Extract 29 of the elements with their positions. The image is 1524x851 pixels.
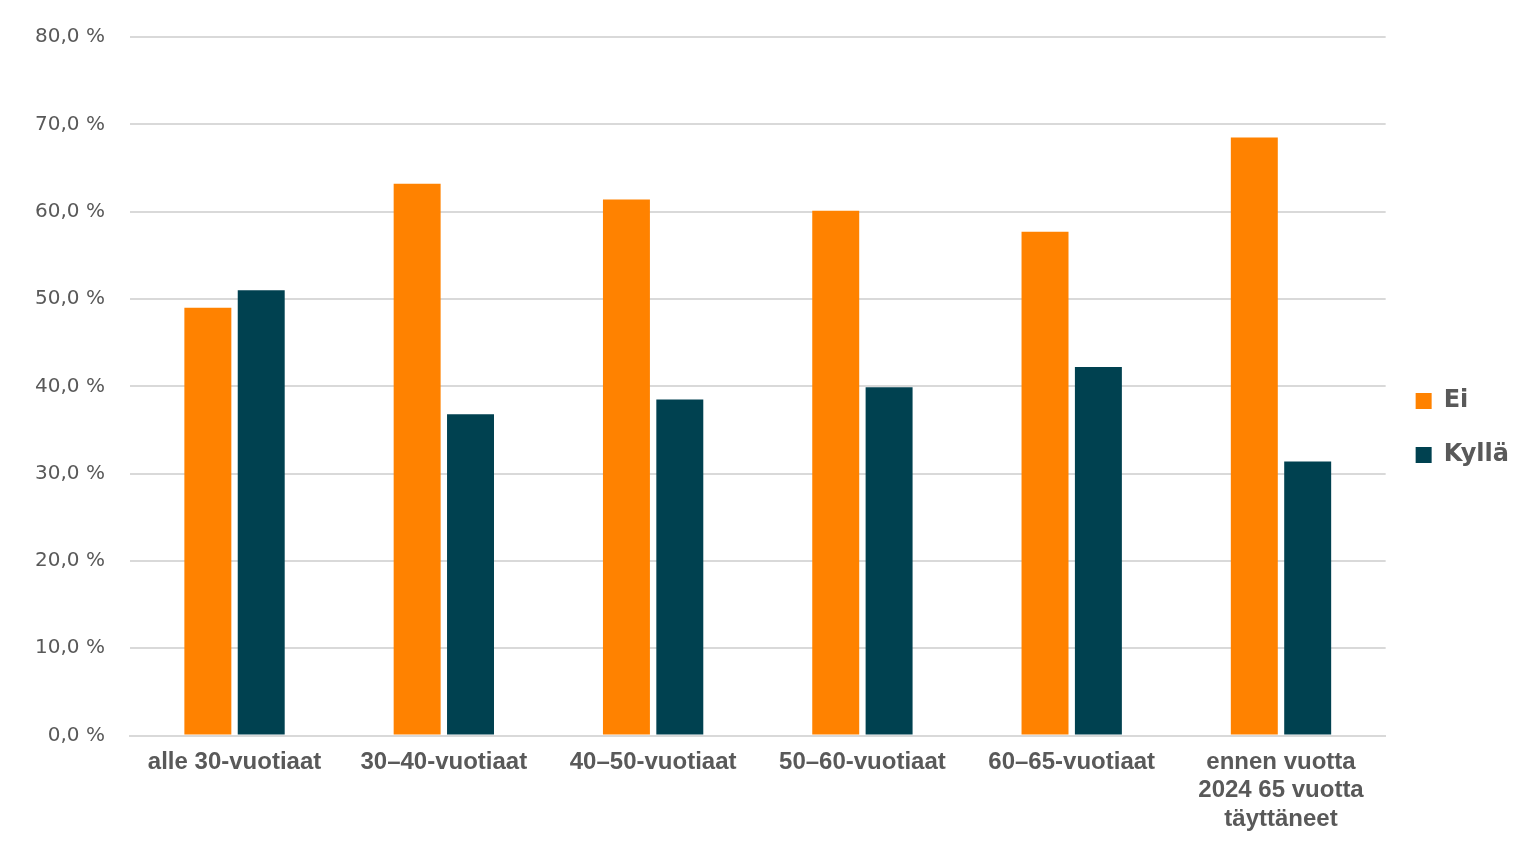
y-tick-label: 70,0 % xyxy=(34,110,105,135)
y-tick-label: 10,0 % xyxy=(34,634,105,659)
legend-label: Kyllä xyxy=(1443,439,1509,468)
x-tick-label: ennen vuotta 2024 65 vuotta täyttäneet xyxy=(1198,746,1365,832)
bar xyxy=(184,307,232,735)
x-tick-label: 60–65-vuotiaat xyxy=(988,746,1156,774)
bar xyxy=(237,290,285,735)
bar xyxy=(656,399,704,735)
x-tick-label: 30–40-vuotiaat xyxy=(360,746,528,774)
y-tick-label: 30,0 % xyxy=(34,459,105,484)
bar xyxy=(1021,231,1069,735)
y-tick-label: 0,0 % xyxy=(47,721,105,746)
y-tick-label: 50,0 % xyxy=(34,285,105,310)
bar xyxy=(1284,461,1332,735)
bar xyxy=(1074,367,1122,735)
bar xyxy=(1230,137,1278,735)
x-tick-label: alle 30-vuotiaat xyxy=(147,746,322,774)
y-tick-label: 40,0 % xyxy=(34,372,105,397)
x-tick-label: 40–50-vuotiaat xyxy=(569,746,737,774)
y-tick-label: 20,0 % xyxy=(34,547,105,572)
bar xyxy=(602,199,650,735)
legend-label: Ei xyxy=(1443,385,1469,414)
bar xyxy=(447,414,494,735)
y-tick-label: 80,0 % xyxy=(34,23,105,48)
y-tick-label: 60,0 % xyxy=(34,197,105,222)
x-tick-label: 50–60-vuotiaat xyxy=(779,746,946,774)
bar xyxy=(393,183,441,735)
bar xyxy=(865,387,913,735)
bar xyxy=(812,210,860,735)
